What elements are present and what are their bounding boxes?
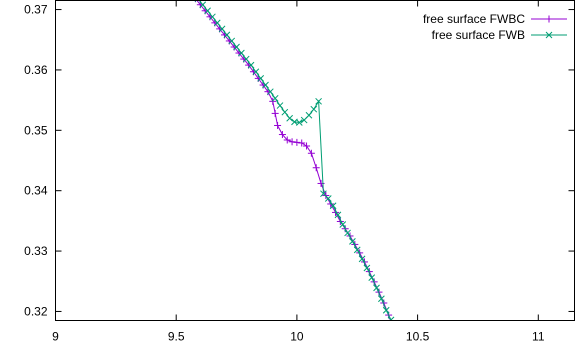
data-point: [247, 61, 255, 69]
data-point: [218, 25, 226, 33]
data-point: [310, 105, 318, 113]
data-point: [315, 97, 322, 105]
series-line: [198, 0, 392, 321]
data-point: [266, 88, 274, 96]
data-point: [312, 164, 320, 172]
data-point: [278, 131, 286, 139]
legend-marker: [545, 15, 553, 23]
y-tick-label: 0.35: [24, 123, 48, 137]
x-tick-label: 10: [290, 330, 304, 344]
series-1: [195, 0, 393, 321]
legend-label: free surface FWBC: [423, 12, 525, 26]
legend-item: free surface FWB: [432, 28, 567, 42]
legend-marker: [545, 31, 553, 39]
data-point: [349, 238, 356, 245]
data-point: [288, 138, 296, 146]
y-tick-label: 0.37: [24, 3, 48, 17]
y-tick-label: 0.33: [24, 244, 48, 258]
data-point: [233, 43, 240, 51]
legend: free surface FWBC free surface FWB: [423, 12, 567, 42]
y-tick-label: 0.34: [24, 184, 48, 198]
ticks-layer: 9 9.5 10 10.5 11 0.32 0.33 0.34 0.35 0.36 0.37: [24, 0, 575, 344]
data-point: [276, 102, 284, 109]
legend-item: free surface FWBC: [423, 12, 567, 26]
data-point: [353, 246, 361, 254]
data-point: [252, 68, 260, 76]
series-line: [196, 0, 391, 321]
data-point: [324, 195, 332, 202]
y-tick-label: 0.32: [24, 304, 48, 318]
data-point: [329, 202, 337, 210]
series-2: [194, 0, 395, 321]
data-point: [242, 55, 250, 63]
x-tick-label: 10.5: [406, 330, 430, 344]
data-point: [378, 295, 385, 303]
data-point: [363, 264, 371, 272]
x-tick-label: 9.5: [168, 330, 185, 344]
data-point: [204, 7, 211, 15]
data-point: [387, 316, 395, 321]
data-point: [365, 268, 373, 276]
data-point: [281, 108, 289, 116]
data-point: [298, 139, 306, 147]
data-point: [271, 94, 279, 102]
x-tick-label: 9: [52, 330, 59, 344]
data-point: [213, 19, 221, 27]
data-point: [199, 1, 207, 9]
data-point: [286, 114, 294, 122]
data-point: [257, 75, 265, 82]
data-point: [274, 121, 282, 129]
data-point: [295, 119, 303, 126]
series-layer: [194, 0, 395, 321]
legend-label: free surface FWB: [432, 28, 525, 42]
data-point: [238, 49, 245, 57]
data-point: [339, 221, 347, 228]
data-point: [344, 229, 351, 237]
plot-frame: [55, 0, 575, 321]
data-point: [271, 109, 279, 117]
data-point: [209, 13, 216, 21]
data-point: [334, 211, 342, 219]
data-point: [373, 284, 380, 292]
data-point: [368, 274, 376, 281]
data-point: [293, 138, 301, 146]
data-point: [262, 81, 269, 89]
data-point: [305, 111, 313, 119]
data-point: [358, 255, 366, 263]
data-point: [382, 306, 390, 314]
data-point: [283, 136, 291, 144]
x-tick-label: 11: [532, 330, 545, 344]
y-tick-label: 0.36: [24, 63, 48, 77]
data-point: [303, 142, 311, 150]
data-point: [223, 31, 231, 39]
data-point: [307, 149, 315, 157]
data-point: [228, 37, 236, 45]
